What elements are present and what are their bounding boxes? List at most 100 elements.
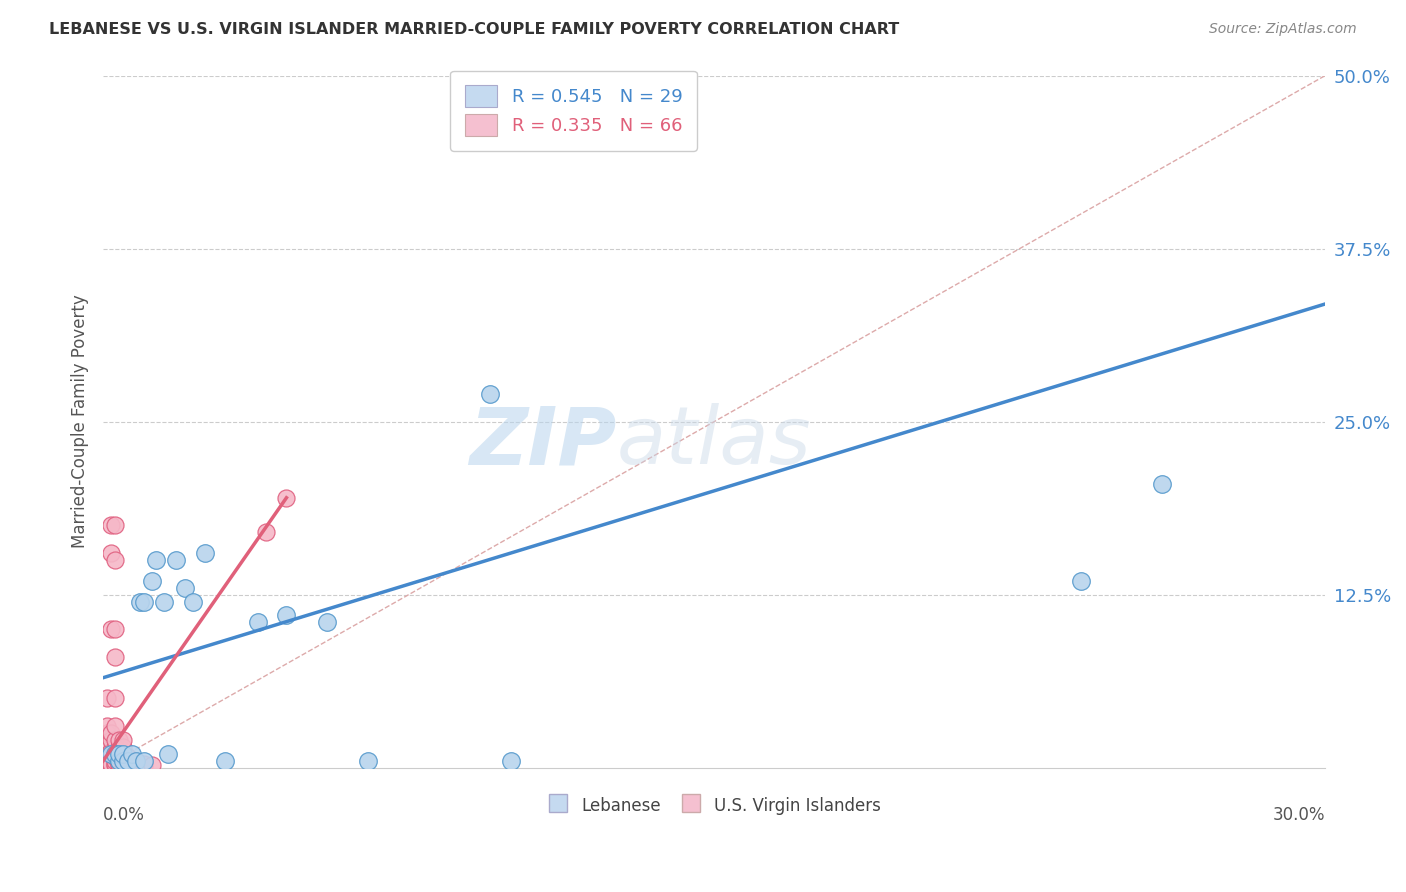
Point [108, 756, 131, 771]
Point [96, 726, 118, 740]
Point [100, 747, 122, 761]
Point [112, 739, 135, 754]
Point [121, 756, 143, 771]
Point [96, 744, 118, 758]
Point [117, 754, 139, 768]
Point [479, 387, 502, 401]
Point [100, 622, 122, 636]
Point [157, 747, 180, 761]
Point [132, 756, 155, 771]
Point [96, 739, 118, 754]
Point [100, 758, 122, 772]
Point [104, 691, 127, 706]
Point [100, 546, 122, 560]
Point [104, 754, 127, 768]
Text: LEBANESE VS U.S. VIRGIN ISLANDER MARRIED-COUPLE FAMILY POVERTY CORRELATION CHART: LEBANESE VS U.S. VIRGIN ISLANDER MARRIED… [49, 22, 900, 37]
Point [117, 756, 139, 771]
Y-axis label: Married-Couple Family Poverty: Married-Couple Family Poverty [72, 294, 89, 549]
Point [96, 755, 118, 769]
Point [112, 749, 135, 764]
Point [499, 754, 522, 768]
Point [112, 754, 135, 768]
Point [153, 594, 176, 608]
Point [132, 594, 155, 608]
Point [96, 754, 118, 768]
Point [104, 622, 127, 636]
Point [108, 758, 131, 772]
Point [108, 754, 131, 768]
Point [96, 749, 118, 764]
Point [104, 649, 127, 664]
Point [104, 739, 127, 754]
Point [121, 754, 143, 768]
Point [166, 553, 188, 567]
Point [112, 733, 135, 747]
Point [117, 754, 139, 768]
Point [104, 553, 127, 567]
Point [96, 756, 118, 771]
Point [145, 553, 167, 567]
Point [357, 754, 380, 768]
Point [96, 691, 118, 706]
Point [108, 739, 131, 754]
Point [104, 518, 127, 533]
Point [104, 719, 127, 733]
Point [125, 756, 148, 771]
Point [132, 758, 155, 772]
Point [108, 749, 131, 764]
Point [112, 747, 135, 761]
Point [108, 747, 131, 761]
Point [121, 747, 143, 761]
Point [214, 754, 236, 768]
Point [194, 546, 217, 560]
Point [117, 758, 139, 772]
Point [276, 608, 298, 623]
Point [96, 747, 118, 761]
Point [108, 754, 131, 768]
Point [173, 581, 195, 595]
Point [104, 758, 127, 772]
Point [254, 525, 277, 540]
Point [112, 747, 135, 761]
Point [246, 615, 269, 630]
Point [100, 726, 122, 740]
Point [316, 615, 339, 630]
Point [125, 758, 148, 772]
Point [276, 491, 298, 505]
Point [141, 758, 163, 772]
Point [181, 594, 204, 608]
Point [112, 756, 135, 771]
Point [100, 749, 122, 764]
Point [132, 754, 155, 768]
Text: ZIP: ZIP [470, 403, 616, 482]
Point [108, 747, 131, 761]
Point [96, 733, 118, 747]
Point [104, 756, 127, 771]
Point [112, 758, 135, 772]
Point [104, 747, 127, 761]
Point [104, 747, 127, 761]
Point [117, 749, 139, 764]
Point [100, 758, 122, 772]
Point [100, 754, 122, 768]
Point [96, 752, 118, 766]
Text: 0.0%: 0.0% [103, 805, 145, 824]
Text: 30.0%: 30.0% [1272, 805, 1326, 824]
Point [96, 758, 118, 772]
Point [141, 574, 163, 588]
Text: Source: ZipAtlas.com: Source: ZipAtlas.com [1209, 22, 1357, 37]
Legend: Lebanese, U.S. Virgin Islanders: Lebanese, U.S. Virgin Islanders [541, 789, 887, 822]
Text: atlas: atlas [616, 403, 811, 482]
Point [100, 518, 122, 533]
Point [128, 594, 150, 608]
Point [104, 749, 127, 764]
Point [108, 733, 131, 747]
Point [1070, 574, 1092, 588]
Point [1152, 476, 1174, 491]
Point [112, 754, 135, 768]
Point [100, 744, 122, 758]
Point [104, 733, 127, 747]
Point [100, 756, 122, 771]
Point [125, 754, 148, 768]
Point [100, 733, 122, 747]
